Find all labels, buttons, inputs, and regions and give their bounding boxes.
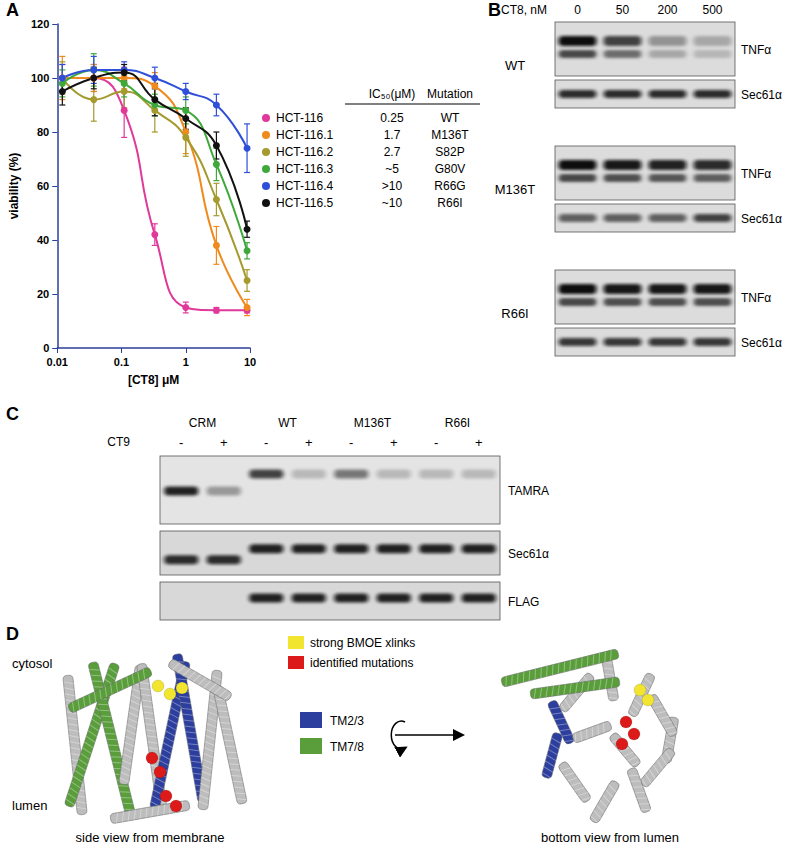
svg-text:TM2/3: TM2/3 [330,714,364,728]
svg-text:WT: WT [441,111,460,125]
svg-text:500: 500 [702,3,722,17]
svg-text:1: 1 [183,356,189,368]
svg-text:100: 100 [31,72,49,84]
svg-text:A: A [6,0,19,20]
svg-text:-: - [264,435,268,450]
svg-text:IC₅₀(μM): IC₅₀(μM) [369,87,416,101]
svg-text:0.01: 0.01 [47,356,68,368]
svg-text:HCT-116.2: HCT-116.2 [276,145,333,159]
svg-text:Sec61α: Sec61α [741,212,782,226]
svg-text:2.7: 2.7 [384,145,401,159]
svg-text:R66G: R66G [434,179,465,193]
svg-text:cytosol: cytosol [12,656,53,671]
svg-text:+: + [305,435,313,450]
svg-text:20: 20 [37,288,49,300]
svg-text:S82P: S82P [435,145,464,159]
svg-text:D: D [6,624,19,644]
svg-text:0: 0 [574,3,581,17]
svg-text:Sec61α: Sec61α [741,336,782,350]
svg-text:Mutation: Mutation [427,87,473,101]
svg-text:R66I: R66I [437,196,462,210]
svg-text:TM7/8: TM7/8 [330,740,364,754]
svg-text:+: + [220,435,228,450]
svg-text:R66I: R66I [445,416,470,430]
svg-text:+: + [475,435,483,450]
svg-text:+: + [390,435,398,450]
svg-text:TAMRA: TAMRA [508,484,549,498]
svg-text:TNFα: TNFα [741,43,771,57]
svg-text:200: 200 [657,3,677,17]
svg-text:HCT-116.5: HCT-116.5 [276,196,333,210]
svg-text:HCT-116.1: HCT-116.1 [276,128,333,142]
svg-text:viability (%): viability (%) [7,153,21,220]
svg-text:>10: >10 [382,179,403,193]
svg-text:TNFα: TNFα [741,291,771,305]
svg-text:~10: ~10 [382,196,403,210]
svg-text:HCT-116.3: HCT-116.3 [276,162,333,176]
svg-text:bottom view from lumen: bottom view from lumen [541,830,679,845]
svg-text:HCT-116: HCT-116 [276,111,323,125]
svg-text:60: 60 [37,180,49,192]
svg-text:B: B [488,0,501,20]
svg-text:~5: ~5 [385,162,399,176]
svg-text:lumen: lumen [12,798,47,813]
svg-text:M136T: M136T [431,128,469,142]
svg-text:-: - [434,435,438,450]
svg-text:40: 40 [37,234,49,246]
svg-text:Sec61α: Sec61α [508,547,549,561]
svg-text:C: C [6,404,19,424]
svg-text:Sec61α: Sec61α [741,88,782,102]
svg-text:WT: WT [278,416,297,430]
svg-text:0.25: 0.25 [380,111,404,125]
svg-text:120: 120 [31,18,49,30]
svg-text:CT9: CT9 [107,435,130,449]
svg-text:HCT-116.4: HCT-116.4 [276,179,333,193]
svg-text:M136T: M136T [354,416,392,430]
svg-text:0: 0 [43,342,49,354]
svg-text:-: - [349,435,353,450]
svg-text:FLAG: FLAG [508,595,539,609]
svg-text:CRM: CRM [189,416,216,430]
svg-text:-: - [179,435,183,450]
svg-text:10: 10 [244,356,256,368]
svg-text:80: 80 [37,126,49,138]
svg-text:1.7: 1.7 [384,128,401,142]
svg-text:identified mutations: identified mutations [310,656,413,670]
svg-text:0.1: 0.1 [114,356,129,368]
svg-text:side view from membrane: side view from membrane [76,830,225,845]
svg-text:[CT8] μM: [CT8] μM [128,373,179,387]
svg-text:R66I: R66I [501,306,528,321]
svg-text:CT8, nM: CT8, nM [501,3,547,17]
svg-text:WT: WT [505,58,525,73]
svg-text:M136T: M136T [495,182,536,197]
svg-text:50: 50 [616,3,630,17]
svg-text:TNFα: TNFα [741,167,771,181]
svg-text:G80V: G80V [435,162,466,176]
svg-text:strong BMOE xlinks: strong BMOE xlinks [310,636,415,650]
